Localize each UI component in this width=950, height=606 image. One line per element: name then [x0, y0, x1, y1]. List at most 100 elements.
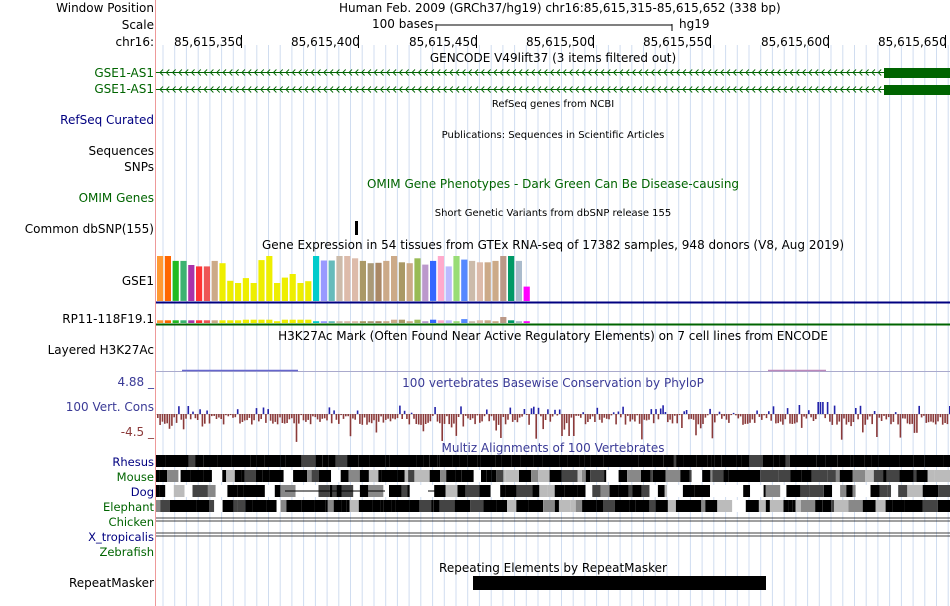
gtex-bar [469, 260, 476, 301]
multiz-species-mouse[interactable]: Mouse [116, 470, 154, 484]
dbsnp-variant[interactable] [355, 221, 358, 235]
gtex-bar [406, 263, 413, 301]
gtex-bar [188, 265, 195, 301]
gtex-bar [500, 256, 507, 301]
publications-sequences-label[interactable]: Sequences [88, 144, 154, 158]
gtex-bar [500, 317, 507, 323]
repeat-element[interactable] [473, 576, 766, 590]
ruler-tick-label: 85,615,350 [174, 35, 243, 49]
gtex-bar [383, 321, 390, 323]
gtex-bar [430, 319, 437, 323]
gtex-bar [305, 281, 312, 301]
multiz-species-chicken[interactable]: Chicken [108, 515, 154, 529]
window-position-label: Window Position [56, 1, 154, 15]
gtex-bar [492, 321, 499, 323]
gtex-gse1-bars[interactable] [157, 256, 530, 302]
refseq-track-label[interactable]: RefSeq Curated [60, 113, 154, 127]
gtex-bar [515, 321, 522, 323]
gtex-bar [398, 319, 405, 323]
gtex-bar [375, 262, 382, 302]
window-position-value: Human Feb. 2009 (GRCh37/hg19) chr16:85,6… [339, 1, 781, 15]
conservation-track-label[interactable]: 100 Vert. Cons [65, 400, 154, 414]
gtex-bar [476, 320, 483, 323]
multiz-species-dog[interactable]: Dog [130, 485, 154, 499]
multiz-species-xtropicalis[interactable]: X_tropicalis [88, 530, 154, 544]
gencode-gene-1[interactable] [156, 68, 950, 78]
gtex-bar [258, 260, 265, 302]
omim-track-title[interactable]: OMIM Gene Phenotypes - Dark Green Can Be… [366, 177, 740, 191]
repeatmasker-track-title[interactable]: Repeating Elements by RepeatMasker [439, 561, 667, 575]
gtex-bar [391, 256, 398, 301]
gtex-bar [398, 262, 405, 301]
multiz-alignments[interactable] [156, 455, 950, 537]
scale-text: 100 bases [372, 17, 434, 31]
gtex-bar [180, 320, 187, 323]
h3k27ac-track-label[interactable]: Layered H3K27Ac [47, 343, 154, 357]
multiz-species-rhesus[interactable]: Rhesus [112, 455, 154, 469]
gencode-gene-2[interactable] [156, 85, 950, 95]
gtex-bar [492, 260, 499, 301]
multiz-species-elephant[interactable]: Elephant [103, 500, 154, 514]
gencode-track-title[interactable]: GENCODE V49lift37 (3 items filtered out) [429, 51, 677, 65]
gtex-bar [219, 263, 226, 301]
h3k27ac-track-title[interactable]: H3K27Ac Mark (Often Found Near Active Re… [278, 329, 828, 343]
gtex-bar [359, 321, 366, 323]
gtex-bar [235, 283, 242, 301]
gtex-bar [203, 320, 210, 323]
gtex-bar [344, 256, 351, 301]
gtex-gene-label[interactable]: RP11-118F19.1 [62, 312, 154, 326]
repeatmasker-track-label[interactable]: RepeatMasker [68, 576, 154, 590]
gtex-bar [437, 320, 444, 323]
gtex-bar [281, 319, 288, 323]
gtex-bar [266, 256, 273, 301]
gtex-bar [336, 256, 343, 301]
gtex-bar [445, 266, 452, 301]
gtex-bar [515, 260, 522, 301]
gtex-bar [242, 319, 249, 323]
multiz-track-title[interactable]: Multiz Alignments of 100 Vertebrates [441, 441, 665, 455]
gtex-bar [320, 260, 327, 301]
gtex-bar [414, 258, 421, 302]
gtex-rp11-bars[interactable] [157, 317, 530, 323]
gtex-bar [414, 319, 421, 323]
gtex-bar [359, 260, 366, 301]
gtex-bar [157, 320, 164, 323]
refseq-track-title[interactable]: RefSeq genes from NCBI [491, 99, 615, 110]
ruler-tick-label: 85,615,450 [409, 35, 478, 49]
gtex-bar [320, 321, 327, 323]
gencode-gene-label[interactable]: GSE1-AS1 [94, 82, 154, 96]
publications-track-title[interactable]: Publications: Sequences in Scientific Ar… [441, 130, 665, 141]
gtex-bar [250, 319, 257, 323]
gtex-bar [383, 260, 390, 301]
gtex-bar [328, 321, 335, 323]
scale-label: Scale [121, 18, 154, 32]
conservation-track-title[interactable]: 100 vertebrates Basewise Conservation by… [402, 376, 704, 390]
gtex-track-title[interactable]: Gene Expression in 54 tissues from GTEx … [261, 238, 845, 252]
gtex-bar [297, 319, 304, 323]
conservation-wiggle[interactable] [156, 402, 950, 442]
dbsnp-track-label[interactable]: Common dbSNP(155) [24, 222, 154, 236]
gtex-bar [422, 264, 429, 302]
scale-bar [435, 24, 673, 31]
gtex-bar [523, 321, 530, 323]
gtex-bar [391, 319, 398, 323]
multiz-species-zebrafish[interactable]: Zebrafish [99, 545, 154, 559]
gencode-gene-label[interactable]: GSE1-AS1 [94, 66, 154, 80]
dbsnp-track-title[interactable]: Short Genetic Variants from dbSNP releas… [434, 208, 672, 219]
gtex-bar [219, 320, 226, 323]
gtex-bar [352, 258, 359, 302]
ruler-tick-label: 85,615,400 [291, 35, 360, 49]
gtex-bar [406, 321, 413, 323]
gtex-bar [281, 277, 288, 301]
gtex-bar [157, 256, 164, 301]
gtex-bar [367, 321, 374, 323]
conservation-min-label: -4.5 _ [120, 425, 154, 439]
omim-track-label[interactable]: OMIM Genes [78, 191, 154, 205]
gtex-bar [196, 266, 203, 301]
gtex-bar [164, 320, 171, 323]
gtex-gene-label[interactable]: GSE1 [121, 274, 154, 288]
publications-snps-label[interactable]: SNPs [124, 160, 154, 174]
gtex-bar [523, 286, 530, 301]
gtex-bar [328, 260, 335, 301]
gtex-bar [508, 256, 515, 301]
